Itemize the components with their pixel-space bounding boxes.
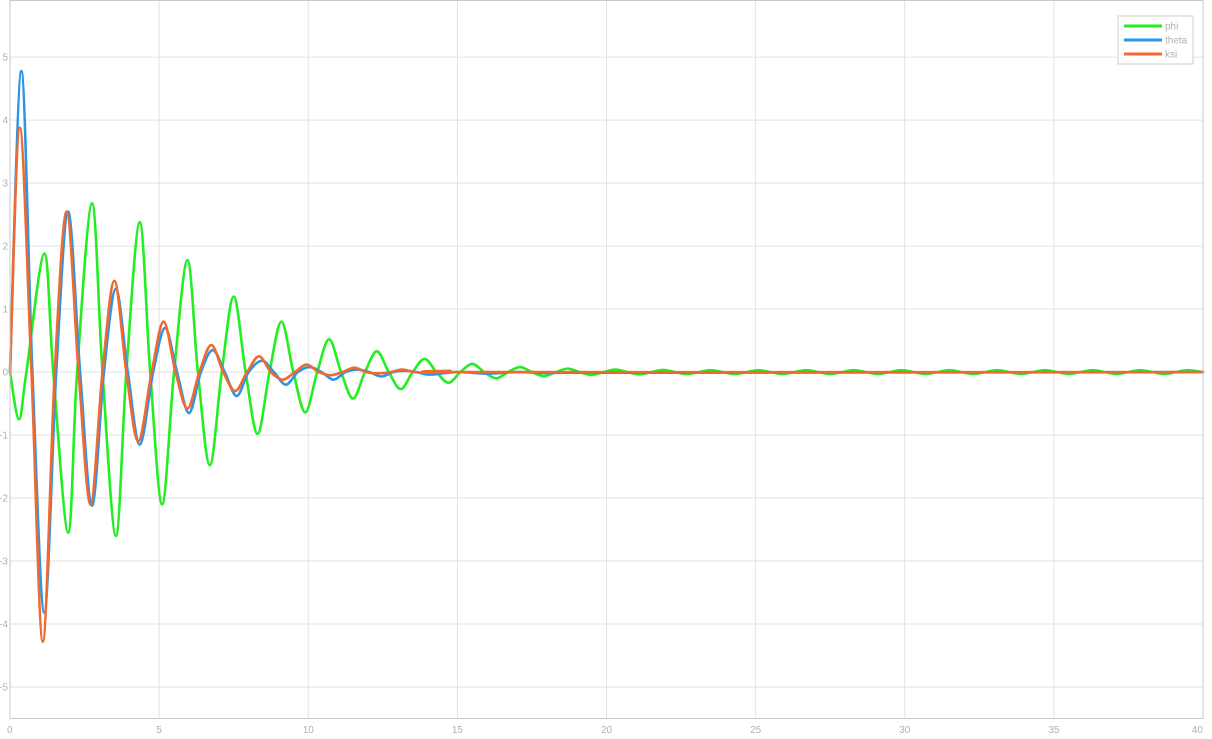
x-tick-label: 35 bbox=[1048, 725, 1060, 736]
tick-labels: 0 5 10 15 20 25 30 35 40 -5 -4 -3 -2 -1 0 1 2 3 4 5 bbox=[0, 53, 1203, 736]
y-tick-label: 3 bbox=[2, 179, 8, 190]
y-tick-label: -4 bbox=[0, 620, 8, 631]
x-tick-label: 40 bbox=[1192, 725, 1204, 736]
legend-label-ksi: ksi bbox=[1165, 50, 1177, 61]
x-tick-label: 20 bbox=[601, 725, 613, 736]
x-tick-label: 25 bbox=[750, 725, 762, 736]
y-tick-label: 0 bbox=[2, 368, 8, 379]
y-tick-label: -5 bbox=[0, 683, 8, 694]
series-lines bbox=[8, 69, 1205, 643]
x-tick-label: 15 bbox=[452, 725, 464, 736]
x-tick-label: 5 bbox=[156, 725, 162, 736]
x-tick-label: 10 bbox=[303, 725, 315, 736]
y-tick-label: -3 bbox=[0, 557, 8, 568]
y-tick-label: -1 bbox=[0, 431, 8, 442]
x-tick-label: 0 bbox=[7, 725, 13, 736]
x-tick-label: 30 bbox=[899, 725, 911, 736]
legend-label-phi: phi bbox=[1165, 22, 1178, 33]
y-tick-label: 5 bbox=[2, 53, 8, 64]
y-tick-label: -2 bbox=[0, 494, 8, 505]
plot-frame bbox=[9, 0, 1204, 719]
legend-label-theta: theta bbox=[1165, 36, 1188, 47]
y-tick-label: 4 bbox=[2, 116, 8, 127]
y-tick-label: 2 bbox=[2, 242, 8, 253]
series-line-ksi bbox=[8, 126, 1205, 643]
legend: phi theta ksi bbox=[1117, 15, 1194, 65]
y-tick-label: 1 bbox=[2, 305, 8, 316]
